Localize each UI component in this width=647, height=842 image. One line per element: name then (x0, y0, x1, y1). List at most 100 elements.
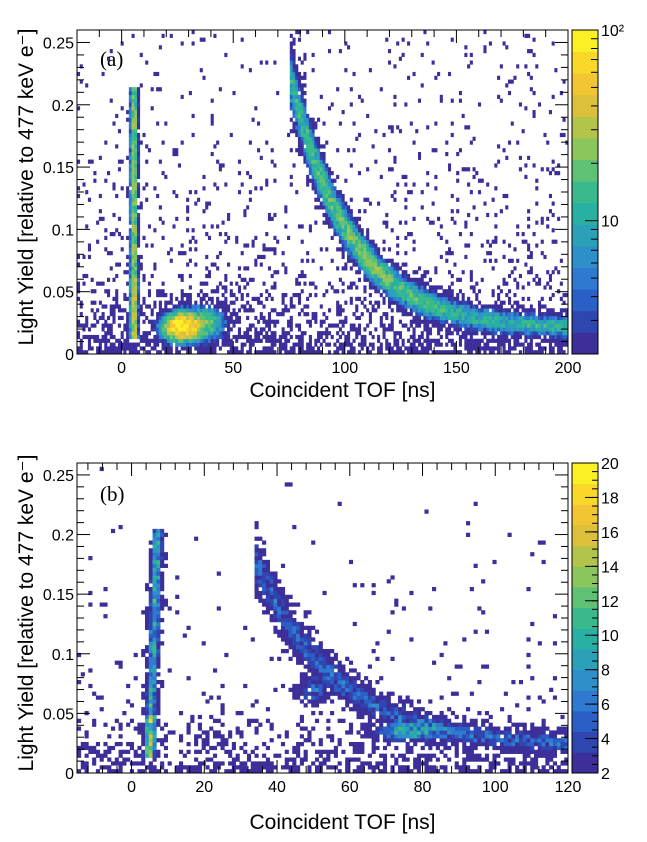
heatmap-cell (358, 133, 361, 137)
heatmap-cell (432, 202, 435, 206)
heatmap-cell (290, 106, 293, 110)
heatmap-cell (265, 339, 268, 343)
heatmap-cell (255, 560, 259, 564)
heatmap-cell (211, 339, 214, 343)
heatmap-cell (538, 335, 541, 339)
heatmap-cell (255, 591, 259, 595)
heatmap-cell (205, 327, 208, 331)
heatmap-cell (317, 182, 320, 186)
heatmap-cell (383, 282, 386, 286)
heatmap-cell (350, 198, 353, 202)
heatmap-cell (314, 186, 317, 190)
heatmap-cell (85, 224, 88, 228)
heatmap-cell (350, 217, 353, 221)
heatmap-cell (243, 331, 246, 335)
heatmap-cell (342, 266, 345, 270)
heatmap-cell (292, 60, 295, 64)
heatmap-cell (475, 324, 478, 328)
heatmap-cell (413, 761, 417, 765)
heatmap-cell (82, 255, 85, 259)
heatmap-cell (437, 304, 440, 308)
heatmap-cell (503, 312, 506, 316)
heatmap-cell (85, 324, 88, 328)
heatmap-cell (309, 339, 312, 343)
heatmap-cell (369, 343, 372, 347)
heatmap-cell (103, 750, 107, 754)
heatmap-cell (300, 719, 304, 723)
heatmap-cell (320, 167, 323, 171)
heatmap-cell (563, 324, 566, 328)
heatmap-cell (252, 297, 255, 301)
heatmap-cell (141, 730, 145, 734)
heatmap-cell (492, 324, 495, 328)
heatmap-cell (426, 41, 429, 45)
heatmap-cell (314, 167, 317, 171)
heatmap-cell (429, 339, 432, 343)
heatmap-cell (273, 335, 276, 339)
heatmap-cell (423, 289, 426, 293)
heatmap-cell (129, 274, 132, 278)
heatmap-cell (202, 339, 205, 343)
heatmap-cell (326, 754, 330, 758)
heatmap-cell (361, 266, 364, 270)
heatmap-cell (363, 247, 366, 251)
heatmap-cell (328, 49, 331, 53)
heatmap-cell (303, 118, 306, 122)
heatmap-cell (134, 327, 137, 331)
heatmap-cell (338, 738, 342, 742)
heatmap-cell (406, 715, 410, 719)
heatmap-cell (153, 591, 157, 595)
heatmap-cell (160, 560, 164, 564)
heatmap-cell (383, 746, 387, 750)
heatmap-cell (478, 339, 481, 343)
heatmap-cell (385, 285, 388, 289)
heatmap-cell (481, 243, 484, 247)
heatmap-cell (314, 190, 317, 194)
heatmap-cell (192, 327, 195, 331)
heatmap-cell (424, 758, 428, 762)
heatmap-cell (393, 297, 396, 301)
heatmap-cell (453, 304, 456, 308)
heatmap-cell (434, 186, 437, 190)
heatmap-cell (303, 331, 306, 335)
heatmap-cell (281, 649, 285, 653)
heatmap-cell (320, 171, 323, 175)
heatmap-cell (307, 610, 311, 614)
heatmap-cell (423, 312, 426, 316)
heatmap-cell (149, 661, 153, 665)
heatmap-cell (413, 734, 417, 738)
heatmap-cell (396, 243, 399, 247)
heatmap-cell (538, 304, 541, 308)
heatmap-cell (448, 167, 451, 171)
heatmap-cell (361, 240, 364, 244)
heatmap-cell (156, 324, 159, 328)
heatmap-cell (153, 320, 156, 324)
heatmap-cell (560, 335, 563, 339)
heatmap-cell (211, 121, 214, 125)
heatmap-cell (440, 738, 444, 742)
heatmap-cell (311, 668, 315, 672)
heatmap-cell (549, 324, 552, 328)
heatmap-cell (492, 335, 495, 339)
heatmap-cell (326, 758, 330, 762)
heatmap-cell (481, 308, 484, 312)
heatmap-cell (538, 316, 541, 320)
heatmap-cell (205, 331, 208, 335)
heatmap-cell (129, 209, 132, 213)
heatmap-cell (398, 711, 402, 715)
heatmap-cell (325, 316, 328, 320)
heatmap-cell (284, 293, 287, 297)
heatmap-cell (391, 301, 394, 305)
heatmap-cell (221, 711, 225, 715)
heatmap-cell (379, 719, 383, 723)
heatmap-cell (137, 316, 140, 320)
heatmap-cell (295, 30, 298, 34)
heatmap-cell (409, 715, 413, 719)
heatmap-cell (298, 106, 301, 110)
heatmap-cell (190, 715, 194, 719)
heatmap-cell (153, 750, 157, 754)
heatmap-cell (265, 297, 268, 301)
heatmap-cell (432, 339, 435, 343)
heatmap-cell (413, 282, 416, 286)
